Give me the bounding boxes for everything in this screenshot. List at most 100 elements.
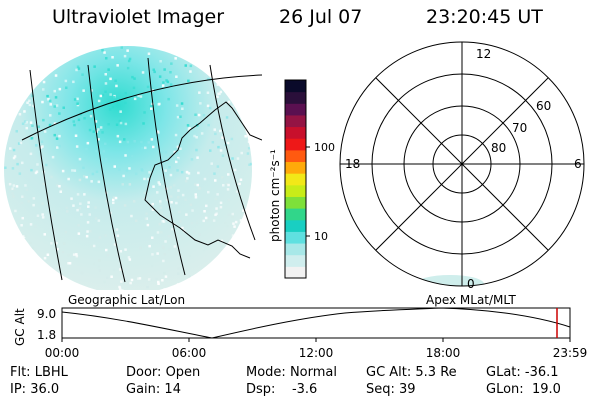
aurora-speckle [227, 183, 230, 187]
lat-lon-grid [21, 57, 262, 283]
aurora-speckle [130, 214, 133, 218]
aurora-speckle [137, 94, 140, 98]
aurora-speckle [147, 141, 150, 144]
aurora-speckle [118, 119, 122, 123]
aurora-speckle [20, 224, 23, 227]
aurora-speckle [189, 203, 193, 206]
aurora-speckle [105, 57, 108, 60]
aurora-speckle [159, 206, 163, 210]
aurora-speckle [72, 253, 76, 256]
status-door: Door: Open [126, 365, 201, 380]
aurora-speckle [211, 141, 215, 144]
aurora-speckle [36, 163, 39, 166]
aurora-speckle [217, 92, 220, 95]
aurora-speckle [42, 88, 45, 91]
aurora-speckle [97, 265, 100, 268]
aurora-speckle [28, 99, 31, 103]
aurora-speckle [53, 89, 56, 93]
aurora-speckle [231, 105, 234, 109]
aurora-speckle [51, 155, 55, 159]
aurora-speckle [160, 150, 164, 154]
aurora-speckle [104, 82, 108, 85]
aurora-speckle [221, 176, 224, 179]
aurora-speckle [12, 188, 16, 191]
aurora-speckle [61, 169, 65, 173]
aurora-speckle [216, 95, 219, 98]
aurora-speckle [203, 177, 207, 181]
aurora-speckle [147, 278, 151, 281]
aurora-speckle [65, 86, 68, 89]
gc-alt-ytick-1-8: 1.8 [37, 328, 56, 342]
aurora-speckle [190, 222, 194, 225]
aurora-speckle [172, 235, 175, 239]
aurora-speckle [144, 146, 147, 150]
aurora-speckle [220, 239, 224, 243]
aurora-speckle [165, 79, 168, 82]
status-gain: Gain: 14 [126, 382, 181, 397]
aurora-speckle [146, 286, 149, 289]
aurora-speckle [151, 253, 154, 256]
aurora-speckle [76, 102, 79, 105]
aurora-speckle [202, 219, 205, 223]
aurora-speckle [200, 132, 204, 135]
aurora-speckle [160, 159, 163, 162]
aurora-speckle [186, 124, 190, 127]
aurora-speckle [139, 246, 142, 250]
gc-alt-curve [61, 307, 571, 339]
aurora-speckle [118, 285, 121, 289]
aurora-speckle [85, 147, 88, 151]
aurora-speckle [109, 211, 112, 215]
aurora-speckle [212, 219, 216, 222]
aurora-speckle [206, 91, 210, 94]
aurora-speckle [171, 227, 174, 231]
aurora-speckle [81, 73, 84, 76]
colorbar-segment [285, 173, 306, 186]
aurora-speckle [128, 167, 131, 170]
aurora-speckle [170, 201, 173, 204]
aurora-speckle [110, 275, 113, 278]
aurora-speckle [214, 213, 217, 217]
aurora-speckle [30, 168, 33, 172]
aurora-speckle [68, 262, 72, 265]
aurora-speckle [42, 182, 45, 186]
aurora-speckle [187, 172, 191, 175]
aurora-speckle [248, 163, 251, 166]
aurora-speckle [34, 224, 37, 228]
aurora-speckle [179, 235, 183, 238]
aurora-speckle [197, 113, 201, 117]
aurora-speckle [189, 64, 193, 68]
aurora-speckle [141, 169, 144, 172]
aurora-speckle [231, 234, 235, 237]
mlt-diagonal-2 [375, 77, 549, 251]
mlt-label-6: 6 [574, 157, 582, 171]
aurora-speckle [131, 75, 134, 79]
aurora-speckle [14, 209, 17, 213]
aurora-speckle [43, 256, 47, 260]
aurora-speckle [55, 137, 59, 140]
aurora-speckle [128, 183, 132, 186]
aurora-speckle [225, 183, 228, 186]
aurora-speckle [97, 99, 101, 103]
aurora-speckle [169, 83, 173, 86]
aurora-speckle [11, 167, 15, 170]
aurora-speckle [206, 219, 209, 222]
aurora-speckle [196, 183, 199, 187]
aurora-speckle [112, 198, 115, 202]
aurora-speckle [41, 202, 44, 205]
aurora-speckle [141, 147, 144, 150]
aurora-speckle [86, 221, 90, 224]
aurora-speckle [64, 230, 68, 234]
aurora-speckle [151, 236, 154, 239]
aurora-speckle [118, 140, 122, 144]
observation-time: 23:20:45 UT [426, 6, 543, 28]
aurora-speckle [9, 147, 12, 150]
aurora-speckle [160, 211, 163, 214]
colorbar-tick-100: 100 [314, 141, 335, 154]
aurora-speckle [159, 60, 162, 63]
aurora-speckle [83, 117, 86, 120]
aurora-speckle [185, 170, 189, 174]
aurora-speckle [220, 245, 223, 248]
aurora-speckle [175, 160, 178, 164]
aurora-speckle [216, 83, 220, 86]
